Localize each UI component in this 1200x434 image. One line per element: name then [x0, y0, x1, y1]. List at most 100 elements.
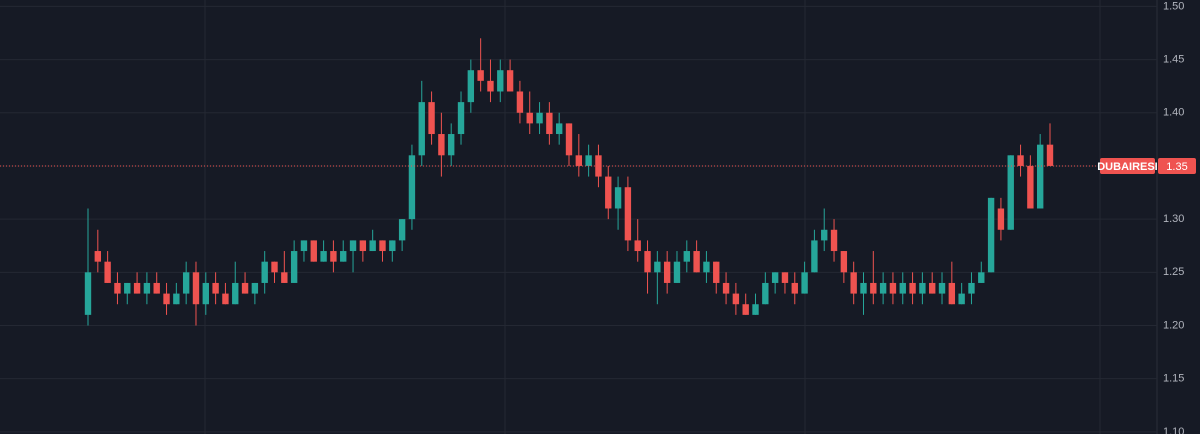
candle-body: [565, 123, 573, 156]
candle-body: [163, 293, 170, 305]
candle-body: [683, 251, 690, 262]
candle-body: [1036, 144, 1044, 209]
candle-body: [771, 272, 779, 283]
candle-body: [133, 282, 141, 294]
candle-body: [143, 282, 151, 294]
candle-body: [791, 282, 798, 294]
candle-body: [251, 282, 259, 294]
candle-body: [654, 261, 661, 273]
candle-body: [968, 282, 975, 294]
candle-body: [516, 91, 524, 113]
vertical-grid: [204, 0, 1101, 434]
y-tick-label: 1.40: [1163, 107, 1184, 119]
candle-body: [703, 261, 710, 273]
candle-body: [104, 261, 111, 283]
candle-body: [379, 240, 386, 252]
candle-body: [801, 272, 808, 294]
symbol-tag: [1100, 157, 1155, 174]
candle-body: [202, 282, 209, 305]
candle-body: [840, 251, 848, 273]
y-tick-label: 1.50: [1163, 0, 1184, 12]
candle-body: [987, 197, 995, 273]
candle-body: [546, 112, 553, 135]
candle-body: [330, 251, 337, 262]
candle-body: [811, 240, 818, 273]
candle-body: [693, 251, 700, 273]
candle-body: [124, 282, 131, 294]
candle-body: [997, 208, 1005, 230]
candle-body: [879, 282, 887, 294]
candle-body: [389, 240, 396, 252]
candle-body: [477, 70, 484, 81]
candle-body: [978, 272, 985, 283]
candle-body: [526, 112, 533, 124]
candle-body: [506, 70, 514, 92]
candle-body: [575, 155, 583, 166]
candle-body: [241, 282, 249, 294]
candle-body: [781, 272, 789, 283]
last-price-tag: [1158, 157, 1196, 174]
candle-body: [310, 240, 317, 262]
candle-body: [232, 282, 239, 305]
candle-body: [261, 261, 268, 283]
candle-body: [182, 272, 190, 294]
candle-body: [359, 240, 367, 252]
candle-body: [644, 251, 651, 273]
candle-body: [663, 261, 671, 283]
candle-body: [948, 282, 956, 305]
candle-body: [929, 282, 936, 294]
candle-body: [300, 240, 308, 252]
candle-body: [173, 293, 180, 305]
candle-body: [860, 282, 867, 294]
candle-body: [732, 293, 740, 305]
candle-body: [752, 304, 759, 315]
candle-body: [742, 304, 749, 315]
candle-body: [762, 282, 769, 305]
candle-body: [958, 293, 965, 305]
candle-body: [457, 102, 465, 135]
candle-body: [614, 187, 622, 209]
y-tick-label: 1.10: [1163, 426, 1184, 434]
candle-body: [938, 282, 946, 294]
candle-body: [408, 155, 416, 220]
candle-body: [94, 251, 102, 262]
candle-body: [398, 219, 406, 241]
y-tick-label: 1.20: [1163, 319, 1184, 331]
candle-body: [585, 155, 592, 166]
candle-body: [1027, 165, 1034, 209]
candle-body: [438, 134, 445, 156]
y-tick-label: 1.45: [1163, 53, 1184, 65]
candle-body: [1007, 155, 1014, 230]
candle-body: [290, 251, 298, 283]
candle-body: [850, 272, 857, 294]
candle-body: [634, 240, 641, 252]
last-price-label: 1.35: [1166, 161, 1187, 173]
candle-body: [919, 282, 926, 294]
candle-body: [222, 293, 229, 305]
candle-body: [1046, 144, 1054, 166]
candle-body: [722, 282, 730, 294]
candle-body: [536, 112, 543, 124]
candle-body: [870, 282, 877, 294]
candle-body: [487, 80, 494, 92]
candle-body: [281, 272, 288, 283]
candle-body: [497, 70, 504, 92]
candle-body: [605, 176, 612, 209]
candle-body: [909, 282, 916, 294]
candle-body: [271, 261, 278, 273]
candle-body: [555, 123, 563, 135]
candle-body: [624, 187, 632, 241]
candle-body: [1017, 155, 1024, 166]
candle-body: [673, 261, 681, 283]
candle-body: [153, 282, 160, 294]
candle-body: [899, 282, 906, 294]
candle-body: [369, 240, 376, 252]
candle-body: [340, 251, 347, 262]
candle-body: [830, 229, 838, 252]
candle-body: [192, 272, 200, 305]
candle-body: [320, 251, 327, 262]
candle-body: [713, 261, 720, 283]
